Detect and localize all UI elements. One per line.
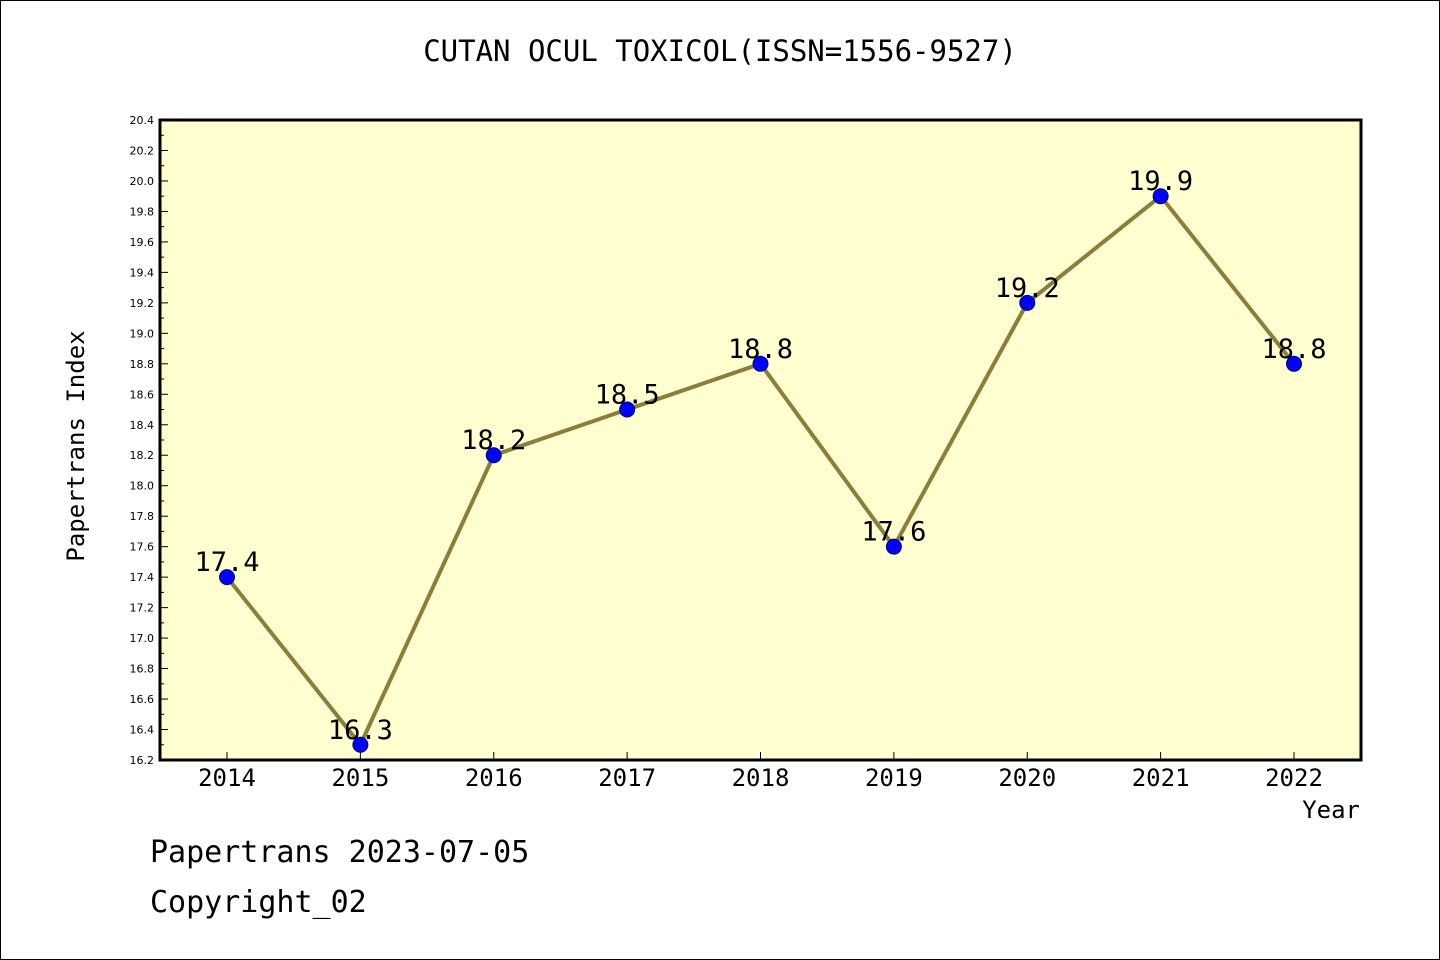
data-label: 19.2 — [995, 273, 1060, 304]
chart-title: CUTAN OCUL TOXICOL(ISSN=1556-9527) — [423, 34, 1017, 68]
data-point — [485, 447, 502, 464]
data-label: 18.2 — [461, 425, 526, 456]
y-tick-label: 18.6 — [130, 388, 155, 401]
x-tick-label: 2015 — [331, 764, 389, 792]
y-tick-label: 17.6 — [130, 541, 155, 554]
data-point — [1152, 188, 1169, 205]
data-point — [752, 355, 769, 372]
y-tick-label: 18.0 — [130, 480, 155, 493]
data-label: 18.8 — [1261, 334, 1326, 365]
data-label: 17.4 — [194, 547, 259, 578]
y-tick-label: 18.8 — [130, 358, 155, 371]
data-label: 18.5 — [595, 380, 660, 411]
x-tick-label: 2021 — [1132, 764, 1190, 792]
data-label: 16.3 — [328, 715, 393, 746]
y-tick-label: 20.2 — [130, 144, 155, 157]
y-tick-label: 19.6 — [130, 236, 155, 249]
x-tick-label: 2016 — [465, 764, 523, 792]
y-tick-label: 18.4 — [130, 419, 155, 432]
y-tick-label: 20.4 — [130, 114, 155, 127]
y-tick-label: 16.8 — [130, 663, 155, 676]
x-tick-label: 2018 — [732, 764, 790, 792]
data-label: 17.6 — [861, 517, 926, 548]
y-tick-label: 19.8 — [130, 205, 155, 218]
footer-copyright: Copyright_02 — [150, 885, 367, 920]
footer-source: Papertrans 2023-07-05 — [150, 835, 530, 870]
x-tick-label: 2014 — [198, 764, 256, 792]
x-axis-label: Year — [1302, 796, 1360, 824]
y-tick-label: 16.4 — [130, 724, 155, 737]
x-tick-label: 2022 — [1265, 764, 1323, 792]
x-tick-label: 2019 — [865, 764, 923, 792]
x-tick-label: 2017 — [598, 764, 656, 792]
data-point — [352, 736, 369, 753]
data-point — [619, 401, 636, 418]
plot-area — [160, 120, 1361, 760]
y-tick-label: 18.2 — [130, 449, 155, 462]
data-label: 18.8 — [728, 334, 793, 365]
data-point — [219, 569, 235, 586]
y-tick-label: 16.2 — [130, 754, 155, 767]
y-tick-label: 17.4 — [130, 571, 155, 584]
data-point — [1286, 355, 1302, 372]
plot-border — [158, 118, 1363, 762]
x-tick-label: 2020 — [998, 764, 1056, 792]
y-tick-label: 19.2 — [130, 297, 155, 310]
data-point — [885, 538, 902, 555]
y-tick-label: 19.4 — [130, 266, 155, 279]
y-tick-label: 17.0 — [130, 632, 155, 645]
y-tick-label: 19.0 — [130, 327, 155, 340]
y-tick-label: 16.6 — [130, 693, 155, 706]
y-tick-label: 17.2 — [130, 602, 155, 615]
data-point — [1019, 294, 1036, 311]
y-tick-label: 20.0 — [130, 175, 155, 188]
data-label: 19.9 — [1128, 166, 1193, 197]
y-tick-label: 17.8 — [130, 510, 155, 523]
